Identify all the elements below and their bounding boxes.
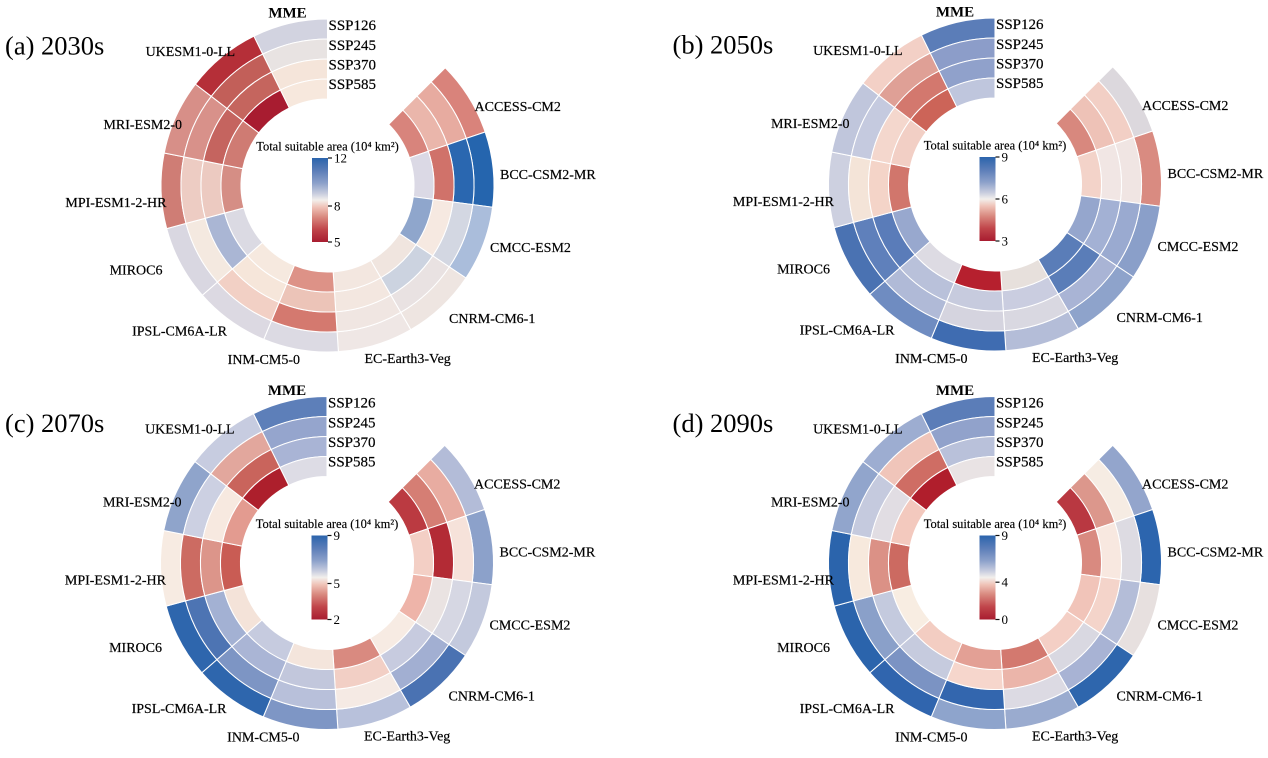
svg-text:ACCESS-CM2: ACCESS-CM2 <box>475 100 561 115</box>
svg-text:CMCC-ESM2: CMCC-ESM2 <box>490 241 571 256</box>
svg-text:12: 12 <box>334 151 347 166</box>
svg-text:0: 0 <box>1002 612 1009 627</box>
svg-text:BCC-CSM2-MR: BCC-CSM2-MR <box>1168 167 1264 182</box>
svg-text:MRI-ESM2-0: MRI-ESM2-0 <box>103 118 182 133</box>
svg-text:SSP245: SSP245 <box>329 38 377 54</box>
svg-text:BCC-CSM2-MR: BCC-CSM2-MR <box>1168 546 1264 561</box>
svg-text:UKESM1-0-LL: UKESM1-0-LL <box>813 423 902 438</box>
svg-text:8: 8 <box>334 199 341 214</box>
svg-text:INM-CM5-0: INM-CM5-0 <box>228 353 300 368</box>
svg-text:IPSL-CM6A-LR: IPSL-CM6A-LR <box>800 702 896 717</box>
svg-text:ACCESS-CM2: ACCESS-CM2 <box>474 478 560 493</box>
svg-text:(a) 2030s: (a) 2030s <box>5 30 104 60</box>
svg-text:5: 5 <box>334 235 341 250</box>
svg-text:MME: MME <box>268 383 306 399</box>
svg-text:Total suitable area (10⁴ km²): Total suitable area (10⁴ km²) <box>924 517 1067 531</box>
svg-text:UKESM1-0-LL: UKESM1-0-LL <box>145 423 234 438</box>
svg-text:UKESM1-0-LL: UKESM1-0-LL <box>146 45 235 60</box>
svg-text:UKESM1-0-LL: UKESM1-0-LL <box>813 44 902 59</box>
svg-text:BCC-CSM2-MR: BCC-CSM2-MR <box>500 546 596 561</box>
svg-text:SSP585: SSP585 <box>996 455 1044 471</box>
svg-text:(b) 2050s: (b) 2050s <box>673 29 774 59</box>
svg-text:IPSL-CM6A-LR: IPSL-CM6A-LR <box>132 325 228 340</box>
svg-text:IPSL-CM6A-LR: IPSL-CM6A-LR <box>132 702 228 717</box>
svg-text:SSP126: SSP126 <box>996 17 1044 33</box>
svg-text:SSP126: SSP126 <box>329 18 377 34</box>
svg-text:SSP126: SSP126 <box>996 396 1044 412</box>
svg-text:SSP585: SSP585 <box>329 77 377 93</box>
svg-text:SSP245: SSP245 <box>328 416 376 432</box>
svg-text:SSP370: SSP370 <box>328 435 376 451</box>
svg-text:SSP585: SSP585 <box>328 455 376 471</box>
svg-text:EC-Earth3-Veg: EC-Earth3-Veg <box>364 730 450 745</box>
svg-text:9: 9 <box>334 528 341 543</box>
svg-text:MPI-ESM1-2-HR: MPI-ESM1-2-HR <box>733 574 835 589</box>
svg-text:(c) 2070s: (c) 2070s <box>5 408 104 438</box>
svg-text:MIROC6: MIROC6 <box>777 641 830 656</box>
svg-text:Total suitable area (10⁴ km²): Total suitable area (10⁴ km²) <box>256 140 399 154</box>
svg-text:CMCC-ESM2: CMCC-ESM2 <box>490 619 571 634</box>
svg-text:MRI-ESM2-0: MRI-ESM2-0 <box>103 496 182 511</box>
svg-text:MIROC6: MIROC6 <box>109 641 162 656</box>
svg-text:(d) 2090s: (d) 2090s <box>673 408 774 438</box>
svg-text:5: 5 <box>334 576 341 591</box>
svg-text:SSP126: SSP126 <box>328 396 376 412</box>
svg-text:CNRM-CM6-1: CNRM-CM6-1 <box>449 690 535 705</box>
svg-text:MRI-ESM2-0: MRI-ESM2-0 <box>771 496 850 511</box>
svg-text:CNRM-CM6-1: CNRM-CM6-1 <box>1117 690 1203 705</box>
svg-text:Total suitable area (10⁴ km²): Total suitable area (10⁴ km²) <box>256 517 399 531</box>
svg-text:SSP370: SSP370 <box>996 435 1044 451</box>
svg-text:MPI-ESM1-2-HR: MPI-ESM1-2-HR <box>65 196 167 211</box>
svg-text:ACCESS-CM2: ACCESS-CM2 <box>1142 99 1228 114</box>
svg-text:6: 6 <box>1002 192 1009 207</box>
svg-text:Total suitable area (10⁴ km²): Total suitable area (10⁴ km²) <box>924 139 1067 153</box>
svg-text:CMCC-ESM2: CMCC-ESM2 <box>1158 240 1239 255</box>
svg-text:CMCC-ESM2: CMCC-ESM2 <box>1158 619 1239 634</box>
svg-text:9: 9 <box>1002 150 1009 165</box>
svg-text:4: 4 <box>1002 575 1009 590</box>
svg-text:ACCESS-CM2: ACCESS-CM2 <box>1142 478 1228 493</box>
svg-text:EC-Earth3-Veg: EC-Earth3-Veg <box>365 352 451 367</box>
svg-text:SSP370: SSP370 <box>329 58 377 74</box>
svg-text:CNRM-CM6-1: CNRM-CM6-1 <box>1117 311 1203 326</box>
svg-text:SSP585: SSP585 <box>996 76 1044 92</box>
svg-text:SSP245: SSP245 <box>996 416 1044 432</box>
svg-text:MRI-ESM2-0: MRI-ESM2-0 <box>771 117 850 132</box>
svg-text:MIROC6: MIROC6 <box>110 264 163 279</box>
svg-text:9: 9 <box>1002 528 1009 543</box>
svg-text:3: 3 <box>1002 234 1009 249</box>
svg-text:MPI-ESM1-2-HR: MPI-ESM1-2-HR <box>65 574 167 589</box>
svg-text:EC-Earth3-Veg: EC-Earth3-Veg <box>1032 730 1118 745</box>
svg-text:INM-CM5-0: INM-CM5-0 <box>227 731 299 746</box>
svg-text:MPI-ESM1-2-HR: MPI-ESM1-2-HR <box>733 195 835 210</box>
svg-text:SSP370: SSP370 <box>996 57 1044 73</box>
svg-text:MME: MME <box>936 383 974 399</box>
svg-text:MME: MME <box>268 6 306 22</box>
svg-text:CNRM-CM6-1: CNRM-CM6-1 <box>449 312 535 327</box>
svg-text:BCC-CSM2-MR: BCC-CSM2-MR <box>500 168 596 183</box>
svg-text:SSP245: SSP245 <box>996 37 1044 53</box>
svg-text:EC-Earth3-Veg: EC-Earth3-Veg <box>1032 351 1118 366</box>
svg-text:MIROC6: MIROC6 <box>777 263 830 278</box>
svg-text:MME: MME <box>936 5 974 21</box>
svg-text:INM-CM5-0: INM-CM5-0 <box>895 352 967 367</box>
svg-text:INM-CM5-0: INM-CM5-0 <box>895 731 967 746</box>
svg-text:2: 2 <box>334 612 341 627</box>
svg-text:IPSL-CM6A-LR: IPSL-CM6A-LR <box>800 324 896 339</box>
